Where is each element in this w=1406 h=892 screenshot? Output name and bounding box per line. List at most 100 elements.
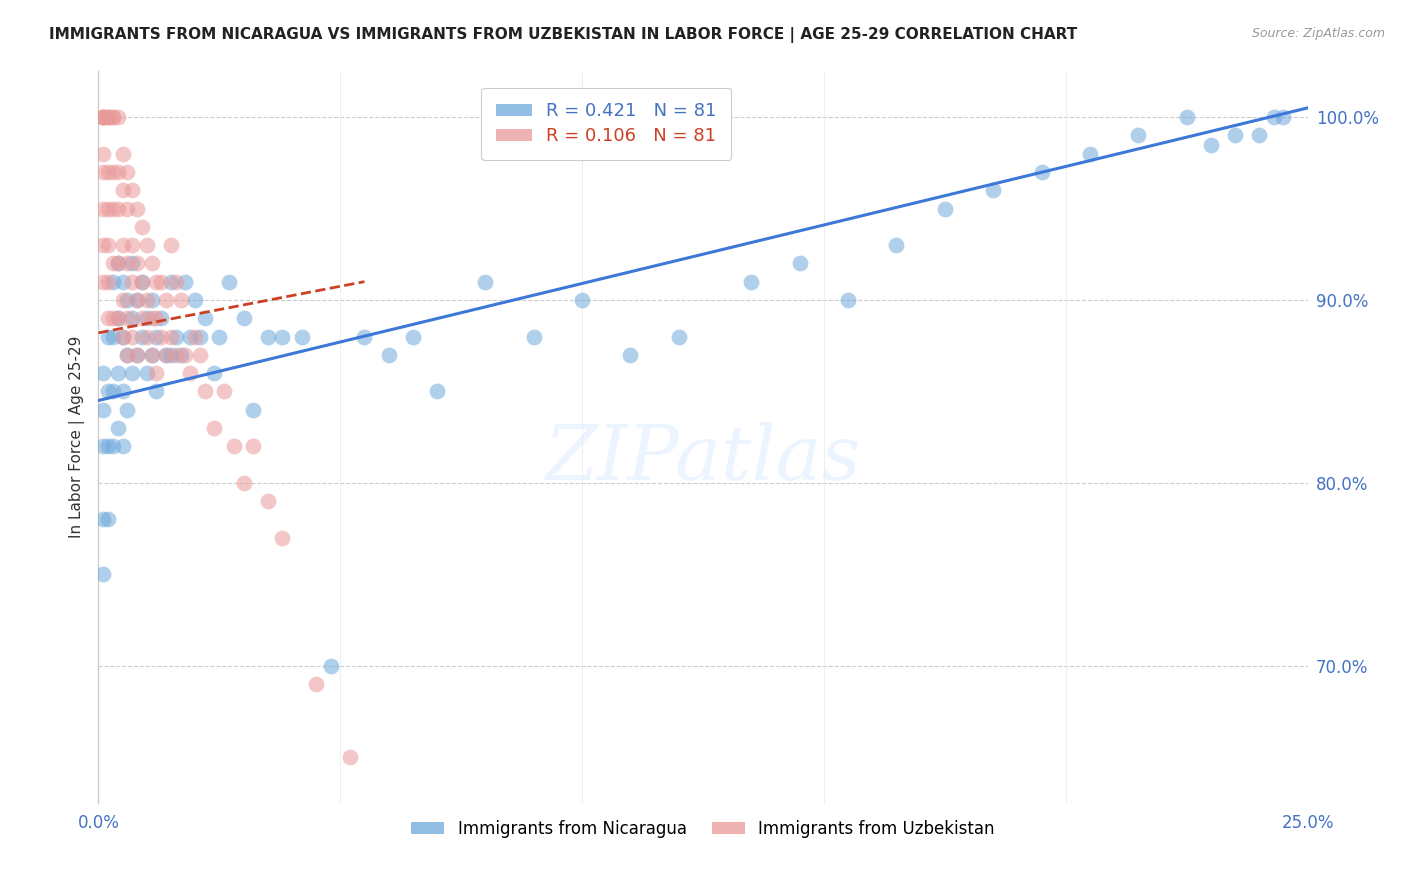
Point xyxy=(91,512,114,526)
Point xyxy=(150,311,173,326)
Point xyxy=(91,202,114,216)
Point xyxy=(101,202,124,216)
Point xyxy=(91,146,114,161)
Point xyxy=(523,329,546,343)
Point xyxy=(179,366,201,380)
Point xyxy=(121,183,143,197)
Point xyxy=(145,311,167,326)
Point xyxy=(165,275,187,289)
Point xyxy=(117,256,139,270)
Point xyxy=(111,293,134,307)
Point xyxy=(837,293,859,307)
Point xyxy=(107,366,129,380)
Point xyxy=(101,311,124,326)
Point xyxy=(160,329,183,343)
Text: ZIPatlas: ZIPatlas xyxy=(544,422,862,496)
Point xyxy=(165,329,187,343)
Point xyxy=(150,275,173,289)
Point xyxy=(145,384,167,399)
Point xyxy=(111,238,134,252)
Point xyxy=(232,311,254,326)
Point xyxy=(204,366,226,380)
Point xyxy=(740,275,762,289)
Point xyxy=(117,348,139,362)
Point xyxy=(290,329,312,343)
Point xyxy=(127,348,149,362)
Point xyxy=(127,293,149,307)
Point xyxy=(222,439,245,453)
Point xyxy=(91,275,114,289)
Point xyxy=(305,677,328,691)
Point xyxy=(194,384,217,399)
Point xyxy=(91,366,114,380)
Point xyxy=(101,384,124,399)
Point xyxy=(571,293,593,307)
Point xyxy=(117,293,139,307)
Point xyxy=(91,567,114,582)
Point xyxy=(135,329,157,343)
Point xyxy=(101,256,124,270)
Point xyxy=(111,329,134,343)
Point xyxy=(169,293,191,307)
Point xyxy=(101,165,124,179)
Point xyxy=(184,329,207,343)
Point xyxy=(117,311,139,326)
Point xyxy=(426,384,449,399)
Point xyxy=(131,275,153,289)
Point xyxy=(256,329,278,343)
Point xyxy=(97,439,120,453)
Point xyxy=(107,165,129,179)
Point xyxy=(208,329,231,343)
Point xyxy=(1031,165,1053,179)
Point xyxy=(111,275,134,289)
Point xyxy=(1175,110,1198,124)
Point xyxy=(117,165,139,179)
Point xyxy=(101,110,124,124)
Point xyxy=(111,146,134,161)
Point xyxy=(121,238,143,252)
Point xyxy=(107,256,129,270)
Point xyxy=(886,238,908,252)
Legend: Immigrants from Nicaragua, Immigrants from Uzbekistan: Immigrants from Nicaragua, Immigrants fr… xyxy=(399,808,1007,849)
Point xyxy=(1128,128,1150,143)
Point xyxy=(135,366,157,380)
Point xyxy=(91,165,114,179)
Point xyxy=(111,384,134,399)
Point xyxy=(242,402,264,417)
Text: IMMIGRANTS FROM NICARAGUA VS IMMIGRANTS FROM UZBEKISTAN IN LABOR FORCE | AGE 25-: IMMIGRANTS FROM NICARAGUA VS IMMIGRANTS … xyxy=(49,27,1077,43)
Point xyxy=(91,402,114,417)
Point xyxy=(97,202,120,216)
Point xyxy=(218,275,240,289)
Point xyxy=(184,293,207,307)
Point xyxy=(934,202,956,216)
Point xyxy=(91,110,114,124)
Point xyxy=(121,329,143,343)
Point xyxy=(91,110,114,124)
Point xyxy=(141,348,163,362)
Point xyxy=(107,311,129,326)
Point xyxy=(232,475,254,490)
Point xyxy=(271,531,294,545)
Point xyxy=(789,256,811,270)
Point xyxy=(169,348,191,362)
Point xyxy=(145,275,167,289)
Point xyxy=(1272,110,1295,124)
Point xyxy=(111,439,134,453)
Point xyxy=(1199,137,1222,152)
Point xyxy=(101,439,124,453)
Point xyxy=(127,202,149,216)
Point xyxy=(165,348,187,362)
Point xyxy=(97,110,120,124)
Point xyxy=(121,366,143,380)
Point xyxy=(141,293,163,307)
Point xyxy=(111,183,134,197)
Point xyxy=(91,110,114,124)
Point xyxy=(155,293,177,307)
Point xyxy=(174,275,197,289)
Y-axis label: In Labor Force | Age 25-29: In Labor Force | Age 25-29 xyxy=(69,336,84,538)
Point xyxy=(668,329,690,343)
Point xyxy=(204,421,226,435)
Point xyxy=(117,402,139,417)
Point xyxy=(131,329,153,343)
Point xyxy=(101,110,124,124)
